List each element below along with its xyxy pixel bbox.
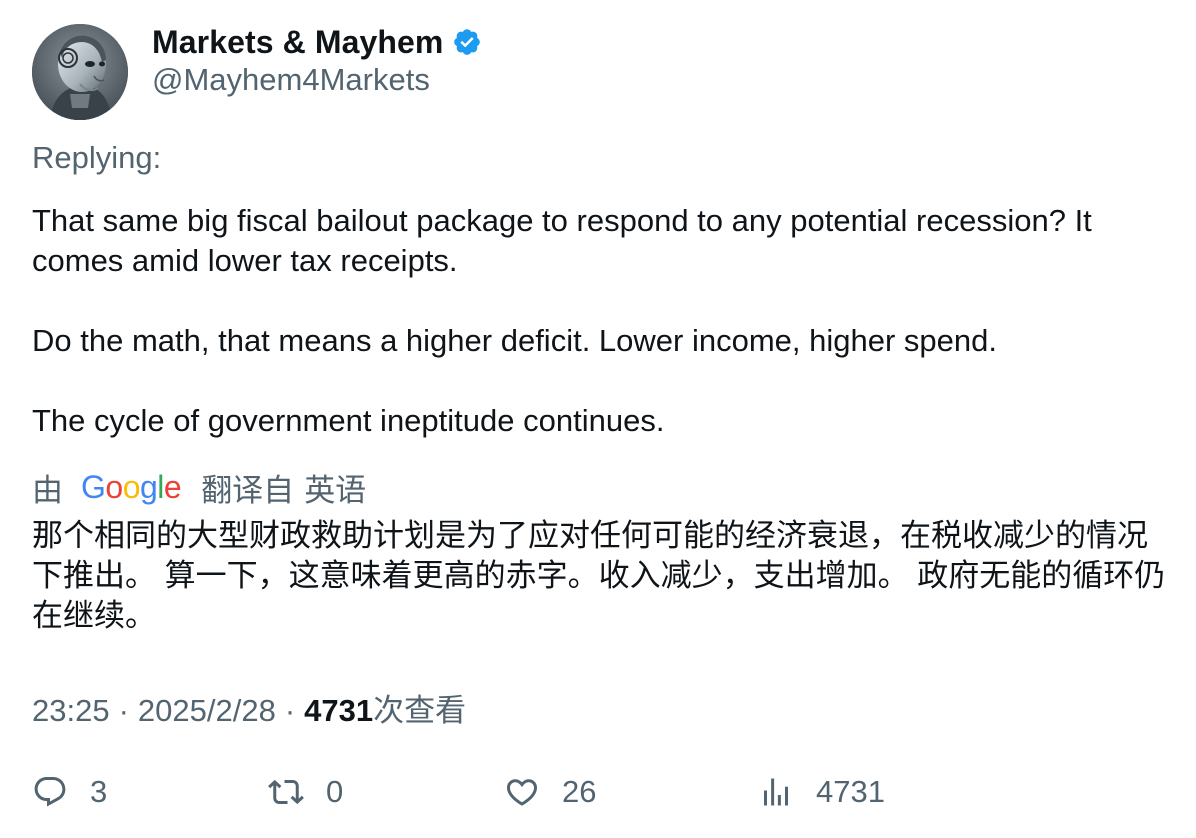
tweet-paragraph-1: That same big fiscal bailout package to … [32, 203, 1092, 278]
tweet-text: That same big fiscal bailout package to … [32, 201, 1172, 441]
google-logo-letter: G [81, 468, 106, 505]
verified-badge-icon[interactable] [452, 27, 482, 57]
author-display-name[interactable]: Markets & Mayhem [152, 23, 444, 60]
views-label: 次查看 [373, 693, 467, 728]
google-logo-letter: l [157, 468, 164, 505]
google-logo-letter: o [122, 468, 141, 505]
replying-label: Replying: [32, 140, 162, 175]
tweet-meta: 23:25 · 2025/2/28 · 4731 次查看 [32, 685, 466, 730]
views-button[interactable]: 4731 [758, 772, 885, 812]
action-bar: 3 0 26 4731 [32, 772, 1172, 812]
retweet-icon [268, 779, 304, 805]
retweet-count: 0 [326, 774, 344, 809]
views-action-count: 4731 [816, 774, 885, 809]
retweet-button[interactable]: 0 [268, 772, 343, 812]
google-logo-letter: o [105, 468, 123, 505]
meta-separator: · [118, 693, 129, 728]
google-logo-letter: g [139, 468, 158, 505]
reply-count: 3 [90, 774, 108, 809]
tweet-date[interactable]: 2025/2/28 [137, 693, 276, 728]
analytics-bars-icon [764, 778, 788, 806]
like-button[interactable]: 26 [504, 772, 596, 812]
tweet-time[interactable]: 23:25 [32, 693, 110, 728]
reply-button[interactable]: 3 [32, 772, 107, 812]
robot-avatar-icon[interactable] [32, 24, 128, 120]
views-count: 4731 [304, 693, 374, 728]
tweet-paragraph-2: Do the math, that means a higher deficit… [32, 323, 997, 358]
tweet-paragraph-3: The cycle of government ineptitude conti… [32, 403, 665, 438]
translation-by-label: 由 [32, 472, 63, 508]
heart-icon [506, 779, 538, 806]
author-name-row: Markets & Mayhem [152, 22, 482, 62]
source-language-link[interactable]: 英语 [304, 472, 367, 508]
translated-text: 那个相同的大型财政救助计划是为了应对任何可能的经济衰退，在税收减少的情况下推出。… [32, 518, 1166, 633]
meta-separator: · [284, 693, 296, 728]
google-logo-letter: e [163, 468, 182, 505]
like-count: 26 [562, 774, 597, 809]
translated-from-label: 翻译自 [201, 472, 295, 508]
author-handle[interactable]: @Mayhem4Markets [152, 62, 430, 97]
reply-icon [34, 777, 66, 807]
